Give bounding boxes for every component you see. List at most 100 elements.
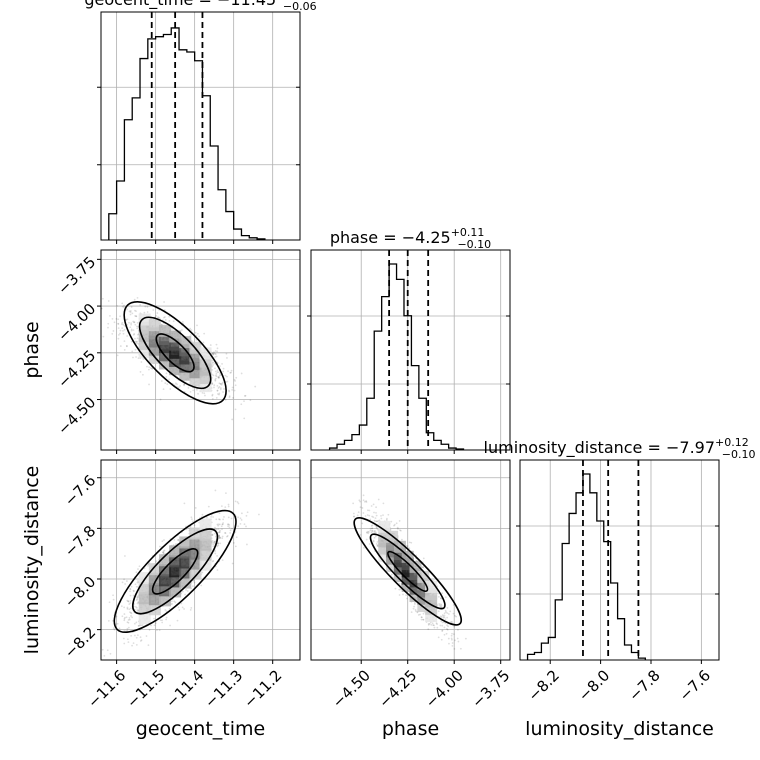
sample-point: [362, 512, 365, 514]
sample-point: [380, 514, 382, 517]
sample-point: [240, 372, 243, 375]
sample-point: [135, 310, 137, 312]
sample-point: [107, 300, 110, 302]
sample-point: [115, 317, 118, 320]
sample-point: [359, 506, 362, 509]
sample-point: [216, 389, 219, 392]
y-tick-label-luminosity_distance: −7.8: [61, 522, 99, 560]
sample-point: [451, 638, 453, 641]
sample-point: [147, 644, 150, 647]
sample-point: [222, 381, 224, 384]
x-tick-label-luminosity_distance: −8.2: [524, 666, 562, 704]
sample-point: [374, 530, 376, 532]
x-tick-label-geocent_time: −11.6: [84, 666, 129, 711]
sample-point: [161, 540, 164, 543]
sample-point: [129, 311, 132, 314]
sample-point: [132, 589, 135, 592]
sample-point: [364, 515, 367, 517]
sample-point: [215, 518, 218, 521]
sample-point: [215, 343, 218, 346]
sample-point: [123, 304, 125, 307]
sample-point: [228, 526, 231, 529]
sample-point: [390, 573, 393, 576]
sample-point: [180, 602, 183, 605]
x-tick-label-geocent_time: −11.4: [162, 666, 207, 711]
x-tick-label-geocent_time: −11.2: [240, 666, 285, 711]
sample-point: [226, 535, 229, 537]
sample-point: [420, 618, 423, 621]
sample-point: [123, 630, 126, 632]
sample-point: [402, 593, 404, 596]
sample-point: [219, 388, 222, 391]
sample-point: [222, 370, 225, 373]
sample-point: [361, 522, 364, 525]
sample-point: [372, 503, 375, 506]
sample-point: [212, 545, 215, 548]
sample-point: [358, 499, 361, 502]
y-tick-label-luminosity_distance: −8.0: [61, 573, 99, 611]
sample-point: [246, 543, 248, 546]
sample-point: [123, 340, 126, 343]
sample-point: [193, 524, 196, 527]
sample-point: [215, 396, 218, 399]
sample-point: [126, 607, 129, 610]
sample-point: [442, 615, 445, 618]
sample-point: [135, 621, 138, 624]
sample-point: [135, 585, 138, 588]
sample-point: [451, 644, 454, 647]
panel-frame-1-0: [100, 249, 301, 451]
sample-point: [368, 514, 371, 517]
sample-point: [214, 552, 217, 555]
sample-point: [376, 545, 379, 547]
sample-point: [168, 378, 170, 381]
sample-point: [244, 394, 247, 397]
sample-point: [140, 361, 143, 363]
sample-point: [211, 369, 214, 371]
sample-point: [128, 310, 131, 313]
sample-point: [146, 365, 148, 368]
density-cell: [179, 566, 192, 579]
sample-point: [237, 525, 240, 528]
sample-point: [130, 322, 133, 325]
sample-point: [177, 538, 180, 541]
panel-title-phase: phase = −4.25+0.11 −0.10: [330, 226, 491, 251]
sample-point: [152, 309, 155, 311]
sample-point: [196, 388, 198, 391]
sample-point: [153, 624, 156, 627]
sample-point: [183, 384, 185, 387]
sample-point: [441, 614, 444, 616]
sample-point: [366, 514, 369, 516]
sample-point: [231, 562, 234, 565]
sample-point: [225, 492, 227, 495]
sample-point: [118, 627, 121, 630]
y-tick-label-phase: −4.00: [54, 300, 99, 345]
sample-point: [229, 529, 232, 532]
sample-point: [138, 624, 140, 627]
sample-point: [219, 372, 221, 375]
sample-point: [240, 519, 243, 521]
sample-point: [173, 538, 176, 541]
sample-point: [371, 530, 374, 532]
sample-point: [222, 391, 224, 393]
contour-level-1: [387, 550, 429, 592]
sample-point: [137, 624, 140, 627]
sample-point: [217, 542, 220, 545]
sample-point: [441, 621, 444, 624]
sample-point: [396, 526, 399, 529]
sample-point: [135, 606, 138, 609]
sample-point: [189, 334, 192, 336]
sample-point: [148, 366, 151, 368]
sample-point: [375, 543, 378, 545]
sample-point: [228, 396, 231, 399]
sample-point: [371, 515, 374, 518]
sample-point: [124, 616, 126, 619]
x-tick-label-phase: −4.50: [329, 666, 374, 711]
sample-point: [218, 536, 221, 539]
sample-point: [450, 634, 453, 637]
sample-point: [143, 567, 146, 570]
sample-point: [166, 383, 169, 386]
sample-point: [176, 619, 179, 622]
sample-point: [352, 512, 355, 515]
sample-point: [444, 596, 447, 599]
sample-point: [212, 352, 215, 355]
